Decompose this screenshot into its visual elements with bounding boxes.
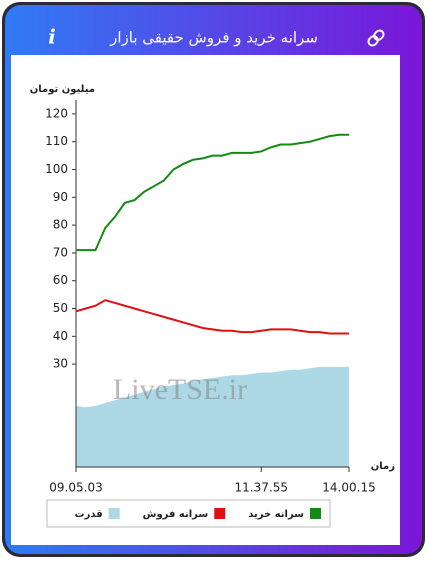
x-axis-label: زمان [371,461,395,472]
header-title: سرانه خرید و فروش حقیقی بازار [109,29,318,47]
legend-swatch [108,508,120,519]
legend-label: قدرت [75,509,103,520]
legend-label: سرانه فروش [143,509,209,520]
y-tick-label: 50 [53,301,68,315]
area [76,366,349,467]
x-tick-label: 09.05.03 [49,481,102,495]
legend-swatch [310,508,321,519]
x-tick-label: 14.00.15 [322,481,375,495]
line [75,299,349,335]
card-body [11,55,400,545]
legend-label: سرانه خرید [248,509,304,520]
y-tick-label: 90 [53,190,68,204]
legend-box [46,499,331,528]
y-tick-label: 80 [53,218,68,232]
x-tick-label: 11.37.55 [235,481,288,495]
info-button[interactable]: i [48,25,56,49]
y-tick-label: 40 [53,329,68,343]
y-tick-label: 100 [45,162,68,176]
y-tick-label: 60 [53,273,68,287]
watermark: LiveTSE.ir [113,373,247,406]
y-tick-label: 120 [45,106,68,120]
y-tick-label: 70 [53,245,68,259]
y-axis-label: میلیون تومان [30,84,95,95]
line [76,133,349,252]
y-tick-label: 110 [45,134,68,148]
legend-swatch [214,508,226,519]
y-tick-label: 30 [53,357,68,371]
link-button[interactable] [367,29,385,47]
